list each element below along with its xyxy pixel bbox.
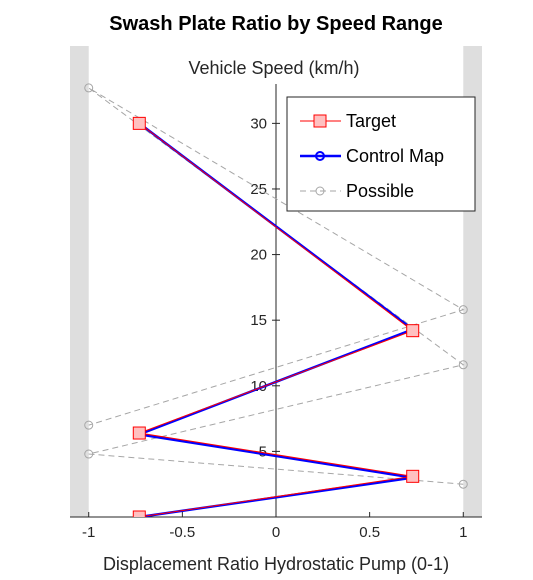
legend-label-control-map: Control Map: [346, 146, 444, 166]
data-point-target: [406, 324, 420, 338]
legend: Target Control Map Possible: [286, 96, 476, 212]
data-point-possible: [458, 360, 468, 370]
data-point-target: [132, 510, 146, 517]
legend-marker-possible: [315, 186, 325, 196]
x-tick-label: 1: [459, 524, 467, 541]
chart-title: Swash Plate Ratio by Speed Range: [109, 13, 442, 35]
legend-label-possible: Possible: [346, 181, 414, 201]
data-point-target: [132, 116, 146, 130]
y-tick-label: 25: [250, 181, 267, 198]
data-point-possible: [84, 83, 94, 93]
data-point-possible: [458, 305, 468, 315]
y-tick-label: 5: [259, 443, 267, 460]
y-axis-label: Vehicle Speed (km/h): [188, 58, 359, 78]
legend-item-target: Target: [300, 111, 396, 131]
data-point-possible: [458, 479, 468, 489]
data-point-possible: [84, 420, 94, 430]
y-tick-label: 30: [250, 115, 267, 132]
data-point-target: [132, 426, 146, 440]
x-tick-label: 0.5: [359, 524, 380, 541]
x-tick-label: -1: [82, 524, 95, 541]
legend-label-target: Target: [346, 111, 396, 131]
x-tick-label: -0.5: [169, 524, 195, 541]
y-tick-label: 20: [250, 247, 267, 264]
x-ticks: -1 -0.5 0 0.5 1: [82, 512, 467, 541]
legend-marker-target: [313, 114, 327, 128]
data-point-possible: [84, 449, 94, 459]
series-layer: [84, 83, 468, 517]
data-point-target: [406, 469, 420, 483]
legend-item-possible: Possible: [300, 181, 414, 201]
series-target: [132, 116, 420, 517]
y-tick-label: 15: [250, 312, 267, 329]
shaded-band-0: [70, 46, 89, 517]
legend-item-control-map: Control Map: [300, 146, 444, 166]
x-axis-label: Displacement Ratio Hydrostatic Pump (0-1…: [103, 554, 449, 574]
x-tick-label: 0: [272, 524, 280, 541]
legend-marker-control-map: [315, 151, 325, 161]
